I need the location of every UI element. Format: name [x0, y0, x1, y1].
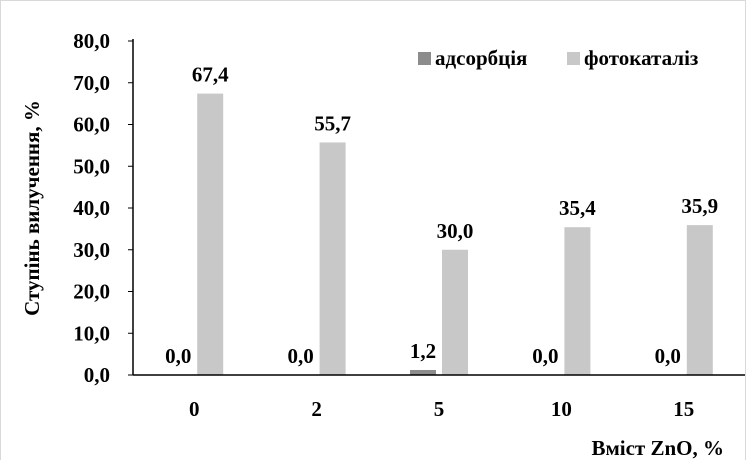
data-label: 1,2: [410, 339, 436, 363]
bar-photocatalysis: [319, 142, 346, 375]
y-tick-label: 40,0: [73, 196, 110, 220]
bars-layer: [197, 93, 713, 375]
data-label: 0,0: [532, 344, 558, 368]
data-labels-layer: 0,0 67,4 0,0 55,7 1,2 30,0 0,0 35,4 0,0 35,9: [165, 63, 718, 368]
x-axis-title: Вміст ZnO, %: [591, 436, 724, 460]
y-tick-label: 60,0: [73, 113, 110, 137]
legend-label: адсорбція: [435, 46, 527, 70]
data-label: 0,0: [287, 344, 313, 368]
bar-photocatalysis: [686, 225, 713, 375]
y-tick-label: 20,0: [73, 280, 110, 304]
x-axis-ticks: 0 2 5 10 15: [189, 397, 694, 421]
data-label: 0,0: [165, 344, 191, 368]
legend-swatch: [567, 52, 580, 65]
bar-photocatalysis: [564, 227, 591, 375]
data-label: 30,0: [437, 219, 474, 243]
y-tick-label: 0,0: [84, 363, 110, 387]
data-label: 55,7: [314, 111, 351, 135]
bar-photocatalysis: [197, 93, 224, 375]
data-label: 0,0: [655, 344, 681, 368]
bar-photocatalysis: [442, 249, 468, 375]
data-label: 67,4: [192, 63, 229, 87]
x-tick-label: 2: [311, 397, 322, 421]
data-label: 35,9: [681, 194, 718, 218]
y-tick-label: 50,0: [73, 154, 110, 178]
y-tick-label: 30,0: [73, 238, 110, 262]
legend-label: фотокаталіз: [584, 46, 698, 70]
x-tick-label: 10: [551, 397, 572, 421]
bar-adsorption: [410, 369, 436, 375]
x-tick-label: 5: [434, 397, 445, 421]
y-axis-ticks: 0,0 10,0 20,0 30,0 40,0 50,0 60,0 70,0 80,0: [73, 29, 133, 387]
legend: адсорбція фотокаталіз: [418, 46, 698, 70]
y-tick-label: 80,0: [73, 29, 110, 53]
data-label: 35,4: [559, 196, 596, 220]
legend-swatch: [418, 52, 431, 65]
x-tick-label: 0: [189, 397, 200, 421]
y-tick-label: 10,0: [73, 321, 110, 345]
x-tick-label: 15: [673, 397, 694, 421]
y-axis-title: Ступінь вилучення, %: [20, 100, 44, 316]
y-tick-label: 70,0: [73, 71, 110, 95]
